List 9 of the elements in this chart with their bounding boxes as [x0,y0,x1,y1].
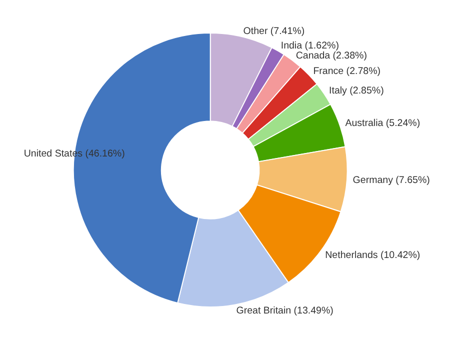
slice-label: Canada (2.38%) [296,50,367,62]
slice-label: Netherlands (10.42%) [325,250,420,261]
slice-label: Germany (7.65%) [352,174,430,186]
slice-label: Australia (5.24%) [345,118,420,129]
slice-label: Other (7.41%) [243,26,305,37]
slice-label: Italy (2.85%) [329,86,384,97]
slice-label: Great Britain (13.49%) [236,305,334,316]
slice-label: India (1.62%) [280,40,339,52]
slice-label: France (2.78%) [313,66,381,77]
